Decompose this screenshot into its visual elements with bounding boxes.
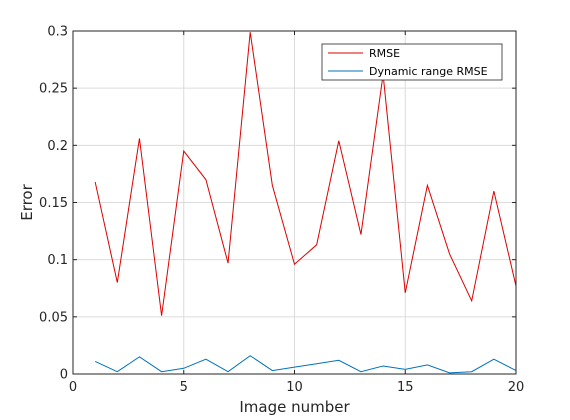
x-tick-label: 10	[286, 380, 303, 395]
legend: RMSE Dynamic range RMSE	[322, 44, 502, 80]
legend-label-rmse: RMSE	[369, 47, 400, 60]
y-axis-title: Error	[18, 183, 36, 220]
y-tick-label: 0.2	[47, 139, 68, 154]
legend-label-dynamic-range-rmse: Dynamic range RMSE	[369, 65, 488, 78]
y-tick-label: 0.1	[47, 253, 68, 268]
y-tick-label: 0.15	[39, 196, 68, 211]
x-tick-label: 5	[180, 380, 188, 395]
x-tick-label: 20	[508, 380, 525, 395]
x-axis-title: Image number	[239, 398, 350, 416]
y-tick-label: 0.3	[47, 25, 68, 40]
y-tick-label: 0.05	[39, 310, 68, 325]
x-tick-label: 15	[397, 380, 414, 395]
x-tick-label: 0	[69, 380, 77, 395]
y-tick-label: 0.25	[39, 82, 68, 97]
y-tick-label: 0	[60, 368, 68, 383]
